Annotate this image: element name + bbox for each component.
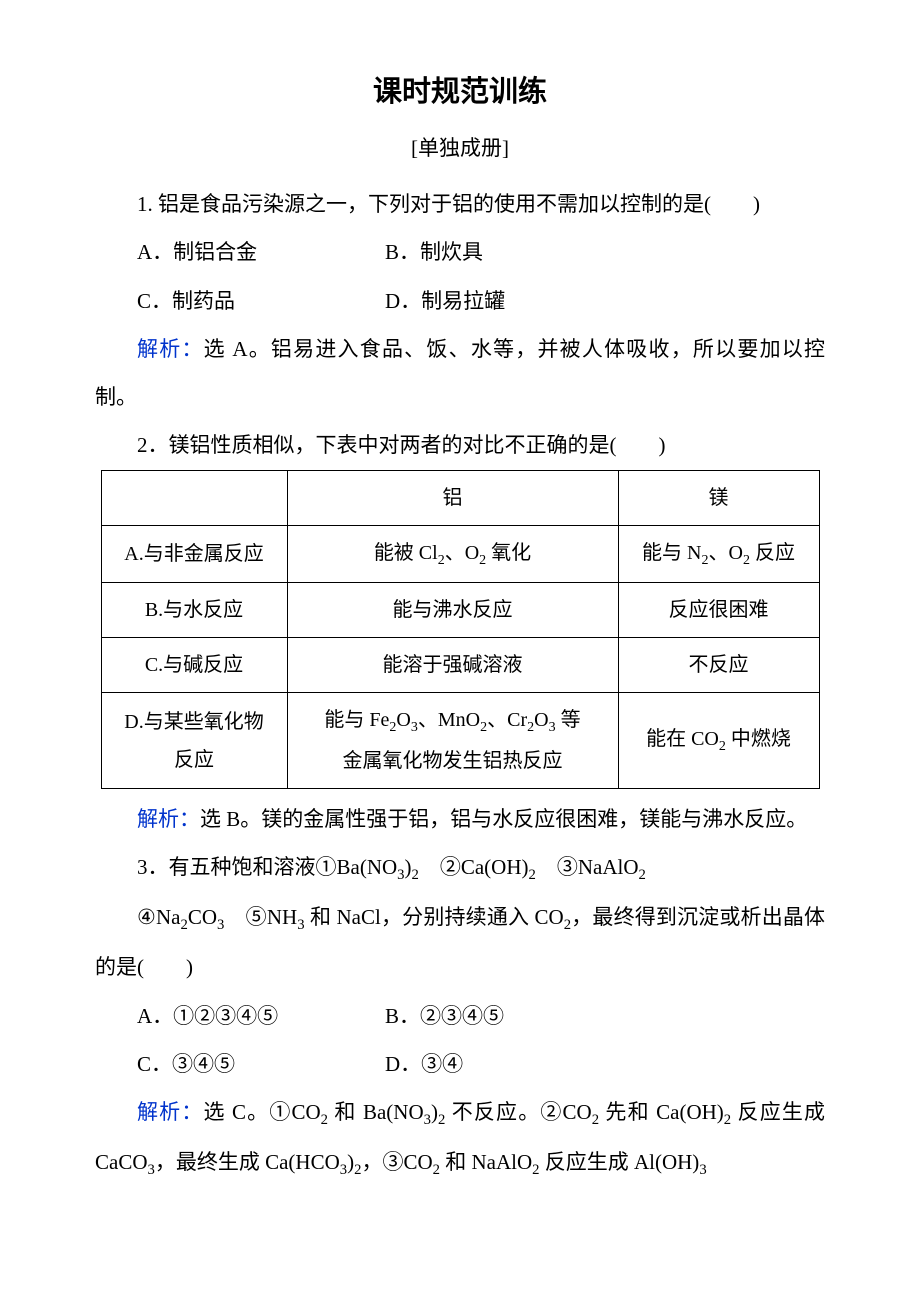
table-cell: 能被 Cl2、O2 氧化 bbox=[287, 525, 618, 583]
q1-option-d: D．制易拉罐 bbox=[385, 277, 505, 325]
table-cell: 能与沸水反应 bbox=[287, 583, 618, 638]
table-header-blank bbox=[101, 470, 287, 525]
q1-option-b: B．制炊具 bbox=[385, 228, 483, 276]
analysis-label: 解析： bbox=[137, 1100, 203, 1124]
q3-options-row1: A．①②③④⑤ B．②③④⑤ bbox=[95, 992, 825, 1040]
table-row: B.与水反应 能与沸水反应 反应很困难 bbox=[101, 583, 819, 638]
table-cell: C.与碱反应 bbox=[101, 638, 287, 693]
q3-option-b: B．②③④⑤ bbox=[385, 992, 504, 1040]
table-cell: B.与水反应 bbox=[101, 583, 287, 638]
page-subtitle: [单独成册] bbox=[95, 132, 825, 162]
q1-analysis-text: 选 A。铝易进入食品、饭、水等，并被人体吸收，所以要加以控制。 bbox=[95, 337, 825, 409]
q3-option-c: C．③④⑤ bbox=[95, 1040, 385, 1088]
q3-stem-line2: ④Na2CO3 ⑤NH3 和 NaCl，分别持续通入 CO2，最终得到沉淀或析出… bbox=[95, 893, 825, 991]
table-row: A.与非金属反应 能被 Cl2、O2 氧化 能与 N2、O2 反应 bbox=[101, 525, 819, 583]
q3-stem-line1: 3．有五种饱和溶液①Ba(NO3)2 ②Ca(OH)2 ③NaAlO2 bbox=[95, 843, 825, 893]
table-cell: A.与非金属反应 bbox=[101, 525, 287, 583]
table-cell: 能与 Fe2O3、MnO2、Cr2O3 等金属氧化物发生铝热反应 bbox=[287, 693, 618, 789]
table-header-mg: 镁 bbox=[618, 470, 819, 525]
q1-options-row1: A．制铝合金 B．制炊具 bbox=[95, 228, 825, 276]
q1-stem: 1. 铝是食品污染源之一，下列对于铝的使用不需加以控制的是( ) bbox=[95, 180, 825, 228]
table-cell: 能溶于强碱溶液 bbox=[287, 638, 618, 693]
analysis-label: 解析： bbox=[137, 337, 204, 361]
q3-option-a: A．①②③④⑤ bbox=[95, 992, 385, 1040]
q3-option-d: D．③④ bbox=[385, 1040, 463, 1088]
q3-analysis-text: 选 C。①CO2 和 Ba(NO3)2 不反应。②CO2 先和 Ca(OH)2 … bbox=[95, 1100, 825, 1174]
q1-option-a: A．制铝合金 bbox=[95, 228, 385, 276]
q1-options-row2: C．制药品 D．制易拉罐 bbox=[95, 277, 825, 325]
q1-option-c: C．制药品 bbox=[95, 277, 385, 325]
q3-options-row2: C．③④⑤ D．③④ bbox=[95, 1040, 825, 1088]
table-row: D.与某些氧化物反应 能与 Fe2O3、MnO2、Cr2O3 等金属氧化物发生铝… bbox=[101, 693, 819, 789]
q2-stem: 2．镁铝性质相似，下表中对两者的对比不正确的是( ) bbox=[95, 421, 825, 469]
table-row: C.与碱反应 能溶于强碱溶液 不反应 bbox=[101, 638, 819, 693]
table-header-row: 铝 镁 bbox=[101, 470, 819, 525]
table-cell: 反应很困难 bbox=[618, 583, 819, 638]
table-cell: D.与某些氧化物反应 bbox=[101, 693, 287, 789]
q3-analysis: 解析：选 C。①CO2 和 Ba(NO3)2 不反应。②CO2 先和 Ca(OH… bbox=[95, 1088, 825, 1188]
table-cell: 能在 CO2 中燃烧 bbox=[618, 693, 819, 789]
page-title: 课时规范训练 bbox=[95, 68, 825, 110]
q2-analysis-text: 选 B。镁的金属性强于铝，铝与水反应很困难，镁能与沸水反应。 bbox=[200, 807, 807, 831]
q2-table: 铝 镁 A.与非金属反应 能被 Cl2、O2 氧化 能与 N2、O2 反应 B.… bbox=[101, 470, 820, 789]
q1-analysis: 解析：选 A。铝易进入食品、饭、水等，并被人体吸收，所以要加以控制。 bbox=[95, 325, 825, 422]
table-cell: 不反应 bbox=[618, 638, 819, 693]
table-header-al: 铝 bbox=[287, 470, 618, 525]
q2-analysis: 解析：选 B。镁的金属性强于铝，铝与水反应很困难，镁能与沸水反应。 bbox=[95, 795, 825, 843]
analysis-label: 解析： bbox=[137, 807, 200, 831]
document-page: 课时规范训练 [单独成册] 1. 铝是食品污染源之一，下列对于铝的使用不需加以控… bbox=[0, 0, 920, 1302]
table-cell: 能与 N2、O2 反应 bbox=[618, 525, 819, 583]
